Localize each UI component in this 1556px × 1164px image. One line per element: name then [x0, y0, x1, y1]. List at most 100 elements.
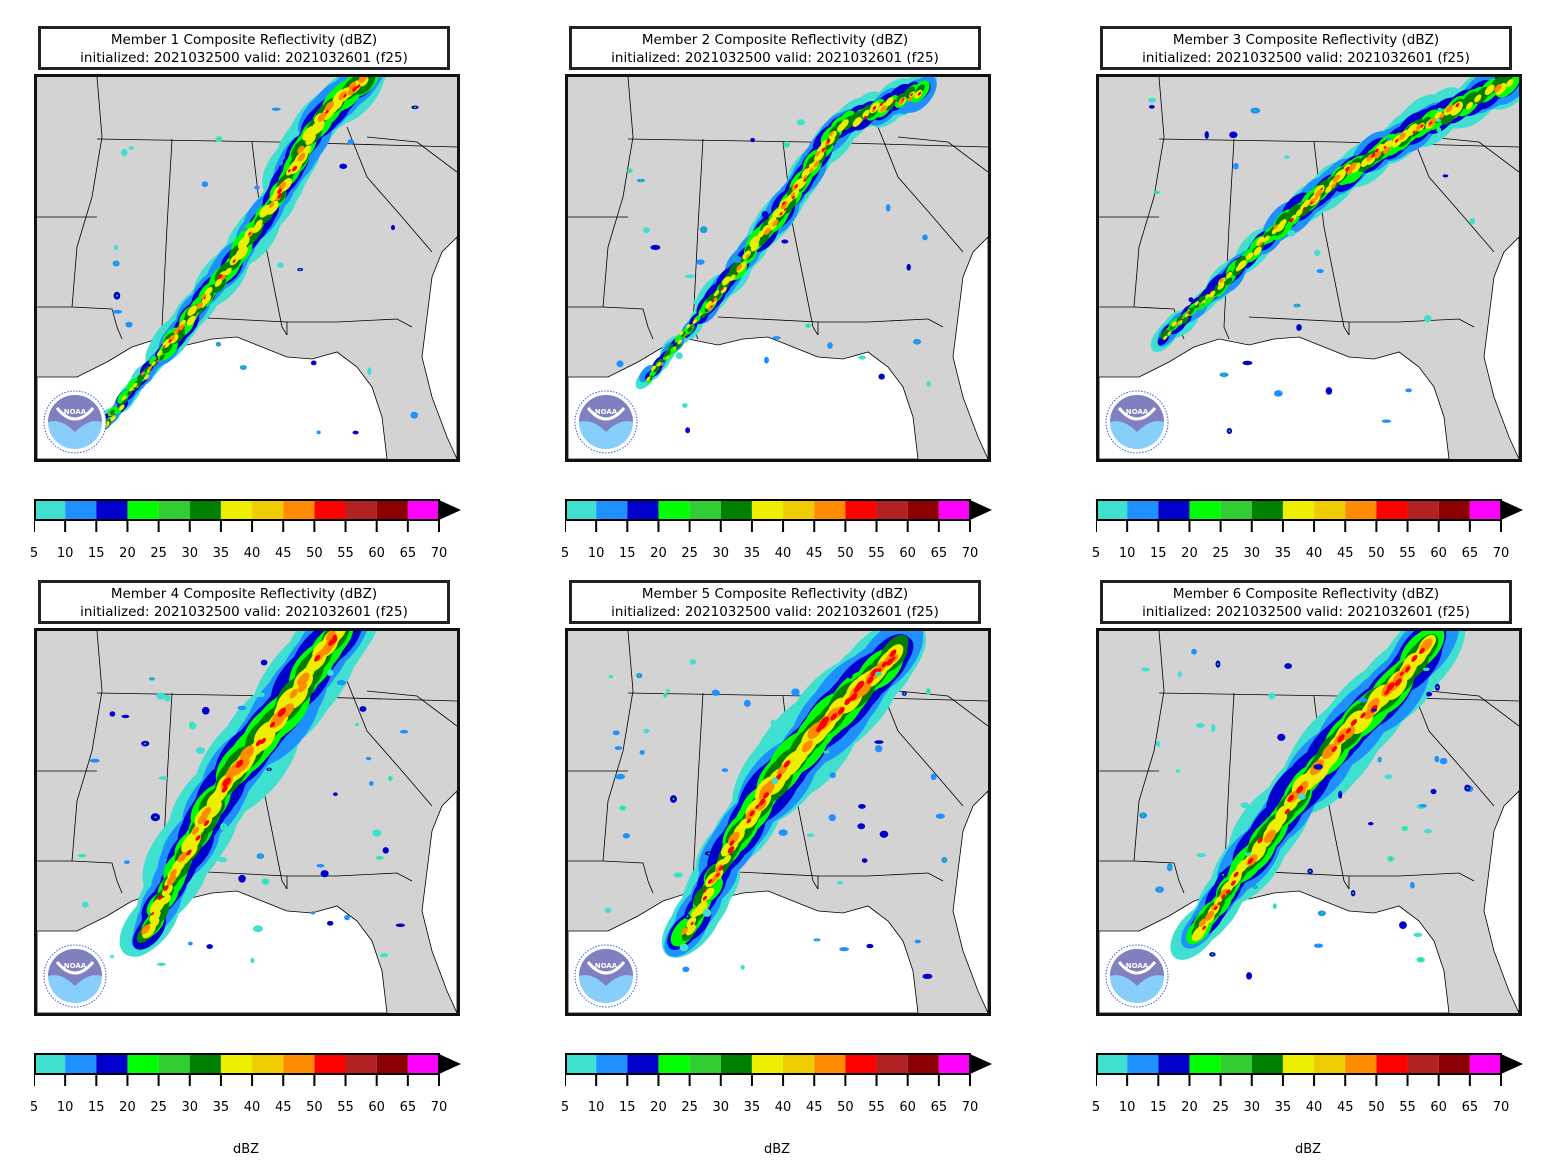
colorbar-segment — [876, 1054, 908, 1074]
state-border — [818, 872, 944, 882]
radar-map: NOAA — [1099, 631, 1519, 1013]
colorbar-tick-label: 5 — [1091, 1100, 1101, 1115]
panel-subtitle: initialized: 2021032500 valid: 202103260… — [80, 604, 408, 620]
colorbar-segment — [34, 1054, 66, 1074]
colorbar-tick-label: 45 — [274, 1100, 292, 1115]
panel-title: Member 4 Composite Reflectivity (dBZ) — [110, 586, 378, 602]
state-border — [71, 631, 103, 862]
colorbar-segment — [158, 500, 190, 520]
atlantic-water — [952, 790, 988, 1013]
map-frame: NOAA — [34, 628, 460, 1016]
colorbar-extend-arrow — [970, 500, 992, 520]
panel-title: Member 2 Composite Reflectivity (dBZ) — [641, 32, 909, 48]
noaa-logo-text: NOAA — [595, 962, 618, 970]
member-panel-2: Member 2 Composite Reflectivity (dBZ) ini… — [561, 22, 1005, 561]
radar-map: NOAA — [37, 77, 457, 459]
colorbar-tick-labels: 5 10 15 20 25 30 35 40 45 50 55 60 65 70 — [561, 1100, 1005, 1118]
atlantic-water — [421, 236, 457, 459]
panel-title-box: Member 6 Composite Reflectivity (dBZ) ini… — [1100, 580, 1512, 624]
colorbar — [1096, 1053, 1523, 1086]
colorbar-segment — [938, 500, 970, 520]
colorbar-segment — [1314, 500, 1346, 520]
noaa-logo-icon: NOAA — [1105, 944, 1169, 1008]
colorbar-tick-label: 35 — [212, 546, 230, 561]
reflectivity-field — [1139, 631, 1474, 980]
state-border — [1349, 318, 1475, 328]
map-frame: NOAA — [1096, 74, 1522, 462]
colorbar-segment — [1282, 1054, 1315, 1074]
state-border — [1133, 860, 1185, 894]
colorbar-segment — [127, 1054, 159, 1074]
colorbar-tick-label: 55 — [868, 1100, 885, 1115]
colorbar-tick-label: 20 — [1181, 546, 1198, 561]
colorbar-tick-label: 20 — [650, 1100, 667, 1115]
noaa-logo-text: NOAA — [64, 962, 87, 970]
colorbar-segment — [314, 1054, 346, 1074]
panel-title-box: Member 5 Composite Reflectivity (dBZ) ini… — [569, 580, 981, 624]
map-frame: NOAA — [565, 74, 991, 462]
colorbar-segment — [689, 1054, 721, 1074]
colorbar-segment — [845, 500, 877, 520]
colorbar-tick-label: 45 — [805, 546, 823, 561]
colorbar-segment — [565, 1054, 597, 1074]
colorbar-tick-label: 65 — [930, 1100, 948, 1115]
colorbar-segment — [189, 500, 221, 520]
colorbar-tick-label: 60 — [1430, 1100, 1447, 1115]
colorbar-segment — [689, 500, 721, 520]
colorbar-segment — [1096, 500, 1128, 520]
colorbar-segment — [1345, 500, 1377, 520]
colorbar-segment — [627, 1054, 659, 1074]
colorbar-tick-label: 25 — [1212, 1100, 1229, 1115]
panel-subtitle: initialized: 2021032500 valid: 202103260… — [1142, 50, 1470, 66]
radar-map: NOAA — [568, 631, 988, 1013]
colorbar-segment — [751, 500, 784, 520]
gulf-water — [568, 890, 919, 1013]
member-panel-6: Member 6 Composite Reflectivity (dBZ) ini… — [1092, 576, 1536, 1157]
colorbar-segment — [658, 1054, 690, 1074]
colorbar-tick-label: 30 — [181, 546, 199, 561]
state-border — [71, 860, 123, 894]
colorbar-tick-label: 35 — [1274, 546, 1292, 561]
colorbar-segment — [65, 1054, 97, 1074]
colorbar-segment — [783, 1054, 815, 1074]
colorbar-tick-label: 55 — [1399, 546, 1416, 561]
colorbar-tick-label: 45 — [1336, 546, 1354, 561]
colorbar-tick-label: 5 — [29, 546, 39, 561]
colorbar-tick-label: 70 — [961, 1100, 979, 1115]
noaa-logo-text: NOAA — [64, 408, 87, 416]
colorbar-tick-label: 35 — [212, 1100, 230, 1115]
radar-map: NOAA — [37, 631, 457, 1013]
colorbar-tick-label: 55 — [337, 546, 354, 561]
panel-title: Member 6 Composite Reflectivity (dBZ) — [1172, 586, 1440, 602]
state-border — [1133, 631, 1165, 862]
map-frame: NOAA — [1096, 628, 1522, 1016]
colorbar-segment — [1469, 500, 1501, 520]
colorbar-segment — [845, 1054, 877, 1074]
state-border — [1428, 136, 1519, 173]
panel-title-box: Member 3 Composite Reflectivity (dBZ) ini… — [1100, 26, 1512, 70]
state-border — [602, 77, 634, 308]
reflectivity-field — [1148, 77, 1519, 434]
noaa-logo-text: NOAA — [1126, 962, 1149, 970]
colorbar-segment — [96, 1054, 128, 1074]
colorbar-tick-label: 40 — [1305, 546, 1323, 561]
atlantic-water — [1483, 236, 1519, 459]
panel-title-box: Member 2 Composite Reflectivity (dBZ) ini… — [569, 26, 981, 70]
colorbar-tick-label: 30 — [1243, 546, 1261, 561]
colorbar-tick-label: 5 — [560, 546, 570, 561]
colorbar-segment — [1220, 1054, 1252, 1074]
gulf-water — [1099, 336, 1450, 459]
colorbar-tick-label: 15 — [1150, 546, 1167, 561]
colorbar-segment — [596, 500, 628, 520]
colorbar-tick-label: 25 — [681, 1100, 698, 1115]
colorbar-segment — [407, 500, 439, 520]
colorbar-segment — [720, 500, 752, 520]
colorbar-tick-label: 50 — [1368, 546, 1385, 561]
colorbar-segment — [1314, 1054, 1346, 1074]
colorbar-tick-label: 20 — [119, 1100, 136, 1115]
state-border — [1133, 77, 1165, 308]
colorbar-tick-label: 50 — [306, 1100, 323, 1115]
colorbar-tick-label: 25 — [681, 546, 698, 561]
colorbar-tick-label: 30 — [1243, 1100, 1261, 1115]
map-frame: NOAA — [34, 74, 460, 462]
